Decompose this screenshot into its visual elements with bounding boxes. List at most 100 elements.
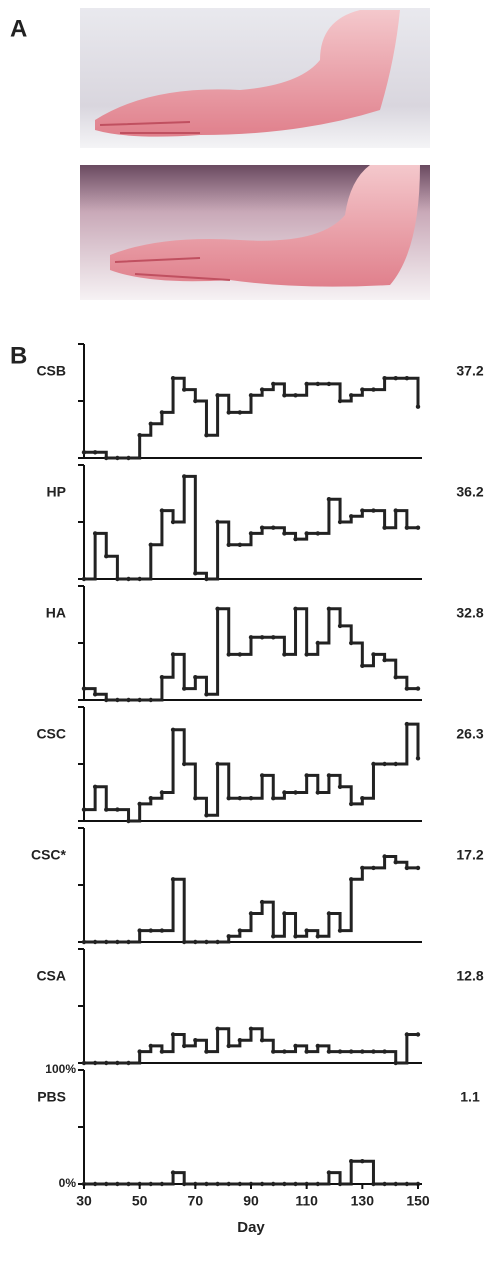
data-point <box>92 1181 98 1187</box>
data-point <box>159 1049 165 1054</box>
data-point <box>204 1049 209 1054</box>
data-point <box>382 854 387 859</box>
data-point <box>226 410 231 415</box>
data-point <box>170 1032 176 1037</box>
data-point <box>282 911 287 916</box>
data-point <box>371 1049 376 1054</box>
step-line <box>84 1159 418 1186</box>
data-point <box>360 508 365 513</box>
data-point <box>360 387 365 392</box>
data-point <box>271 1049 276 1054</box>
data-point <box>237 410 243 415</box>
data-point <box>215 519 220 525</box>
y-tick-label: 100% <box>45 1062 76 1076</box>
data-point <box>104 455 109 461</box>
data-point <box>81 450 87 455</box>
data-point <box>415 404 421 409</box>
data-point <box>248 635 254 640</box>
data-point <box>337 1181 343 1187</box>
data-point <box>271 1181 276 1187</box>
x-tick-label: 110 <box>295 1193 318 1209</box>
data-point <box>393 1060 398 1066</box>
data-point <box>293 393 298 398</box>
data-point <box>360 865 365 871</box>
data-point <box>170 652 176 657</box>
data-point <box>182 686 187 691</box>
data-point <box>115 939 120 945</box>
data-point <box>204 1181 209 1187</box>
data-point <box>237 542 243 547</box>
data-point <box>404 865 410 871</box>
data-point <box>182 474 187 479</box>
data-point <box>415 756 421 761</box>
data-point <box>282 790 287 795</box>
data-point <box>259 899 265 905</box>
data-point <box>304 773 309 778</box>
series-score: 17.2 <box>456 847 483 863</box>
data-point <box>204 813 209 818</box>
series-score: 26.3 <box>456 726 483 742</box>
x-tick-label: 70 <box>188 1193 204 1209</box>
data-point <box>259 525 265 530</box>
data-point <box>349 514 354 519</box>
data-point <box>182 1043 187 1049</box>
data-point <box>126 818 131 824</box>
data-point <box>304 531 309 536</box>
step-line <box>84 722 420 823</box>
data-point <box>92 450 98 455</box>
data-point <box>393 376 398 381</box>
data-point <box>115 1181 120 1187</box>
series-score: 1.1 <box>460 1089 480 1105</box>
data-point <box>81 807 87 812</box>
data-point <box>382 1181 387 1187</box>
data-point <box>360 796 365 801</box>
data-point <box>404 1032 410 1037</box>
data-point <box>337 623 343 629</box>
data-point <box>104 1181 109 1187</box>
data-point <box>293 536 298 542</box>
data-point <box>115 807 120 812</box>
data-point <box>349 877 354 882</box>
data-point <box>137 697 142 703</box>
data-point <box>282 1049 287 1054</box>
data-point <box>293 606 298 611</box>
data-point <box>193 675 198 680</box>
data-point <box>393 675 398 680</box>
data-point <box>349 393 354 398</box>
data-point <box>393 1181 398 1187</box>
data-point <box>360 663 365 668</box>
data-point <box>193 939 198 945</box>
x-tick-label: 30 <box>76 1193 92 1209</box>
y-tick-label: 0% <box>59 1176 77 1190</box>
data-point <box>215 1181 220 1187</box>
data-point <box>360 1049 365 1054</box>
x-tick-label: 130 <box>351 1193 375 1209</box>
data-point <box>104 939 109 945</box>
data-point <box>382 761 387 767</box>
data-point <box>404 525 410 530</box>
data-point <box>159 508 165 513</box>
data-point <box>259 1038 265 1043</box>
data-point <box>81 1060 87 1066</box>
data-point <box>237 1038 243 1043</box>
data-point <box>326 497 332 502</box>
data-point <box>248 531 254 536</box>
data-point <box>148 1181 153 1187</box>
data-point <box>371 1181 376 1187</box>
data-point <box>382 1049 387 1054</box>
data-point <box>293 1181 298 1187</box>
data-point <box>215 1026 220 1032</box>
data-point <box>115 576 120 582</box>
data-point <box>393 860 398 865</box>
data-point <box>215 761 220 767</box>
data-point <box>404 376 410 381</box>
data-point <box>104 807 109 812</box>
data-point <box>104 1060 109 1066</box>
data-point <box>226 1181 231 1187</box>
data-point <box>248 911 254 916</box>
series-name: PBS <box>37 1089 66 1105</box>
data-point <box>92 531 98 536</box>
data-point <box>182 761 187 767</box>
data-point <box>115 697 120 703</box>
